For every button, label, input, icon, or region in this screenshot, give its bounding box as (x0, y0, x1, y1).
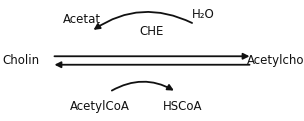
Text: Cholin: Cholin (3, 54, 40, 67)
Text: H₂O: H₂O (192, 8, 215, 21)
Text: CHE: CHE (140, 25, 164, 38)
Text: Acetat: Acetat (63, 13, 101, 26)
Text: AcetylCoA: AcetylCoA (71, 100, 130, 113)
Text: Acetylcholin: Acetylcholin (247, 54, 304, 67)
Text: HSCoA: HSCoA (163, 100, 202, 113)
